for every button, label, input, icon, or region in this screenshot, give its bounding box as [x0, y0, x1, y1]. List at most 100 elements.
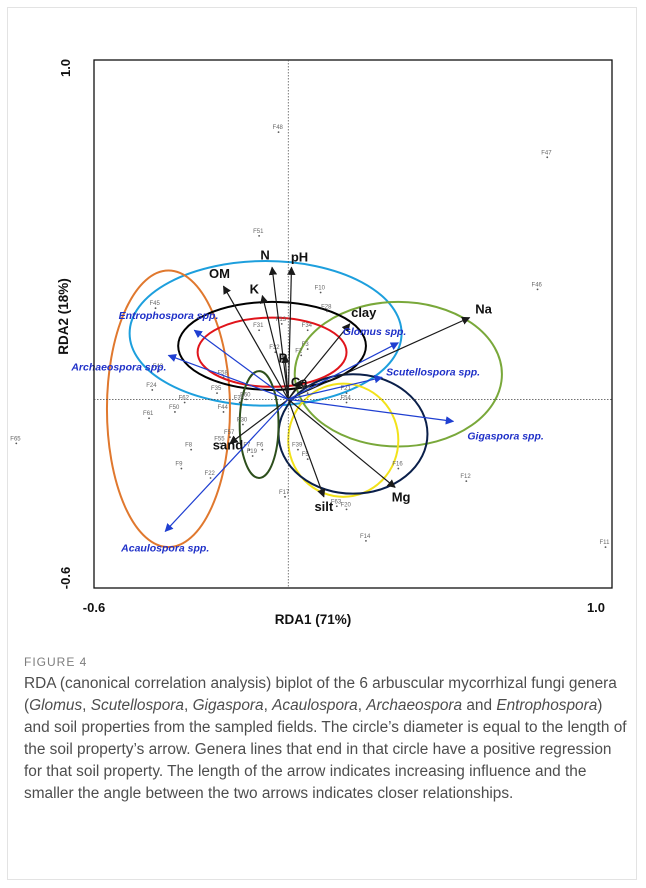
site-point	[216, 392, 218, 394]
genus-arrow-label: Glomus spp.	[343, 326, 407, 338]
site-label: F13	[276, 317, 287, 323]
genus-arrow	[193, 329, 289, 400]
site-point	[536, 288, 539, 291]
site-label: F19	[247, 449, 258, 455]
site-point	[251, 455, 254, 457]
correlation-circle	[238, 370, 280, 479]
site-label: F63	[331, 499, 342, 505]
correlation-circle	[177, 300, 367, 391]
site-point	[277, 131, 280, 134]
soil-arrow-label: sand	[213, 437, 243, 452]
caption-text: ,	[82, 697, 91, 714]
site-label: F9	[175, 462, 183, 468]
site-label: F31	[253, 323, 264, 329]
genus-arrow	[167, 354, 289, 400]
site-label: F43	[153, 364, 164, 370]
caption-text: ,	[263, 697, 273, 714]
site-point	[345, 508, 348, 511]
site-label: F30	[237, 418, 248, 424]
site-point	[180, 467, 183, 470]
site-label: F39	[292, 443, 303, 449]
site-point	[219, 442, 222, 445]
site-point	[258, 329, 261, 332]
site-point	[222, 376, 225, 379]
site-label: F50	[169, 405, 180, 411]
soil-arrow	[287, 398, 396, 488]
soil-arrow-label: Na	[475, 302, 492, 317]
site-label: F57	[224, 430, 235, 436]
site-label: F65	[10, 436, 21, 442]
soil-arrow	[287, 379, 302, 400]
soil-arrow-label: pH	[291, 249, 308, 264]
genus-arrow-label: Acaulospora spp.	[120, 542, 209, 554]
genus-arrow-label: Archaeospora spp.	[70, 361, 166, 373]
caption-genus-name: Acaulospora	[272, 697, 358, 714]
caption-text: and	[462, 697, 497, 714]
genus-arrow	[164, 398, 289, 533]
site-point	[280, 323, 283, 325]
caption-genus-name: Entrophospora	[496, 697, 598, 714]
axes: -0.6 1.0 -0.6 1.0 RDA1 (71%) RDA2 (18%)	[56, 59, 613, 627]
soil-arrow	[229, 398, 289, 444]
x-axis-title: RDA1 (71%)	[275, 612, 352, 627]
figure-caption: RDA (canonical correlation analysis) bip…	[24, 673, 628, 805]
site-label: F21	[341, 386, 352, 392]
correlation-circle	[128, 260, 403, 407]
soil-arrow	[281, 354, 290, 400]
soil-arrow-label: Mg	[392, 489, 411, 504]
site-label: F28	[321, 304, 332, 310]
site-point	[183, 401, 186, 404]
y-axis-title: RDA2 (18%)	[56, 278, 71, 355]
site-point	[335, 505, 338, 508]
correlation-circle	[287, 382, 400, 498]
site-point	[326, 310, 328, 313]
site-point	[465, 480, 468, 483]
figure-label: FIGURE 4	[24, 655, 88, 669]
site-point	[190, 448, 193, 451]
site-label: F7	[243, 443, 251, 449]
caption-text: ,	[184, 697, 193, 714]
site-point	[345, 401, 348, 404]
genus-arrow	[287, 342, 400, 400]
site-label: F2	[295, 348, 303, 354]
soil-arrow	[260, 294, 289, 400]
figure-caption-block: FIGURE 4 RDA (canonical correlation anal…	[24, 655, 628, 805]
site-label: F61	[143, 411, 154, 417]
site-label: F33	[234, 396, 245, 402]
site-label: F47	[541, 150, 552, 156]
site-label: F55	[214, 436, 225, 442]
site-point	[209, 477, 212, 479]
caption-text: RDA (canonical correlation analysis) bip…	[24, 675, 617, 714]
site-label: F22	[205, 471, 216, 477]
site-label: F17	[279, 490, 290, 496]
correlation-circle	[105, 269, 231, 549]
site-point	[604, 546, 607, 549]
genus-arrow-label: Gigaspora spp.	[467, 430, 544, 442]
site-point	[306, 458, 309, 461]
soil-arrow-label: P	[279, 350, 288, 365]
soil-arrow-label: Ca	[291, 375, 308, 390]
correlation-circles	[105, 260, 503, 549]
soil-arrow	[288, 316, 471, 400]
plot-frame	[93, 59, 613, 589]
site-label: F11	[600, 540, 611, 546]
caption-genus-name: Gigaspora	[192, 697, 264, 714]
site-point	[306, 329, 309, 332]
site-point	[284, 495, 286, 498]
site-point	[365, 539, 367, 542]
caption-text: ) and soil properties from the sampled f…	[24, 697, 627, 802]
correlation-circle	[196, 316, 348, 388]
site-point	[248, 448, 251, 451]
caption-text: ,	[357, 697, 367, 714]
y-tick-label-max: 1.0	[58, 59, 73, 77]
site-label: F8	[185, 443, 193, 449]
site-label: F48	[273, 125, 284, 131]
soil-arrow-label: N	[260, 247, 269, 262]
site-point	[242, 423, 244, 426]
figure-frame	[7, 7, 637, 880]
genus-arrow	[288, 398, 455, 425]
site-point	[319, 291, 322, 294]
site-label: F54	[341, 396, 352, 402]
caption-genus-name: Glomus	[29, 697, 83, 714]
